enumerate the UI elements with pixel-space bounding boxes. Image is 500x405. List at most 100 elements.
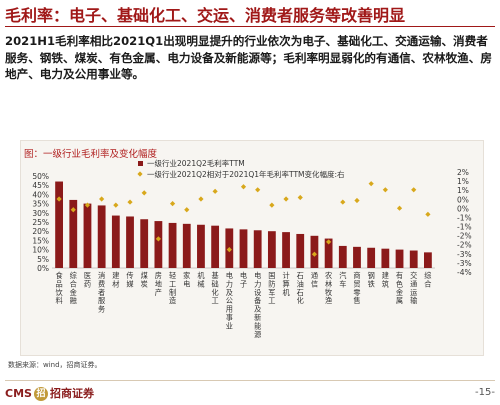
change-marker (368, 181, 374, 187)
y-right-tick-label: 0% (457, 204, 469, 213)
y-left-tick-label: 30% (32, 209, 49, 218)
y-right-tick-label: 1% (457, 186, 469, 195)
bar (267, 231, 276, 268)
change-marker (269, 202, 275, 208)
chart-title: 图：一级行业毛利率及变化幅度 (24, 149, 158, 160)
y-left-tick-label: 40% (32, 190, 49, 199)
category-label: 食品饮料 (55, 271, 63, 305)
change-marker (354, 197, 360, 204)
change-marker (127, 199, 133, 205)
bar (111, 215, 120, 268)
chart-panel (20, 140, 484, 356)
y-right-tick-label: -1% (457, 223, 472, 232)
category-label: 石油石化 (297, 271, 304, 305)
page-footer: CMS 招招商证券 -15- (5, 380, 495, 403)
y-right-tick-label: -3% (457, 259, 472, 268)
bar (353, 246, 361, 268)
y-left-tick-label: 20% (32, 227, 49, 236)
change-marker (411, 187, 417, 193)
bar (367, 247, 376, 268)
page-number: -15- (475, 387, 495, 398)
bar (239, 229, 248, 268)
bar (83, 203, 92, 268)
bar (197, 224, 205, 268)
change-marker (113, 202, 119, 208)
change-marker (255, 187, 261, 193)
change-marker (396, 205, 403, 211)
category-label: 综合 (424, 271, 431, 288)
category-label: 电子 (240, 271, 247, 288)
change-marker (198, 196, 204, 202)
bar-chart: 50%45%40%35%30%25%20%15%10%5%0%2%1%1%0%0… (32, 158, 472, 339)
bar (168, 222, 177, 268)
category-label: 机械 (197, 271, 205, 288)
change-marker (155, 236, 161, 242)
y-left-tick-label: 50% (32, 172, 49, 181)
category-label: 钢铁 (368, 271, 375, 288)
bar (324, 238, 333, 268)
y-right-tick-label: -2% (457, 241, 472, 250)
footer-divider (5, 380, 495, 381)
change-marker (141, 190, 147, 196)
y-left-tick-label: 45% (32, 181, 49, 190)
page-title: 毛利率：电子、基础化工、交运、消费者服务等改善明显 (5, 6, 406, 25)
title-divider (5, 26, 495, 27)
category-label: 家电 (183, 271, 190, 288)
bar (409, 250, 418, 268)
y-left-tick-label: 25% (32, 218, 49, 227)
company-logo: CMS 招招商证券 (5, 385, 94, 401)
category-label: 建筑 (382, 271, 389, 288)
y-left-tick-label: 15% (32, 236, 49, 245)
category-label: 国防军工 (268, 271, 275, 305)
category-label: 交通运输 (410, 271, 417, 305)
change-marker (326, 239, 332, 245)
logo-badge-icon: 招 (33, 387, 48, 401)
change-marker (70, 207, 76, 213)
category-label: 电力及公用事业 (226, 271, 233, 330)
change-marker (340, 199, 346, 205)
bar (282, 232, 290, 268)
change-marker (99, 196, 105, 202)
category-label: 农林牧渔 (325, 271, 332, 305)
change-marker (169, 201, 176, 207)
bar (182, 223, 191, 268)
legend-swatch-bar (138, 161, 143, 166)
category-label: 基础化工 (212, 271, 219, 305)
change-marker (425, 211, 431, 217)
bar (253, 230, 262, 268)
bar (211, 225, 220, 268)
y-right-tick-label: 1% (457, 177, 469, 186)
y-left-tick-label: 5% (37, 255, 49, 264)
category-label: 传媒 (126, 271, 133, 288)
change-marker (283, 196, 289, 202)
category-label: 商贸零售 (353, 271, 360, 305)
category-label: 通信 (311, 271, 318, 288)
change-marker (382, 187, 388, 193)
change-marker (212, 188, 218, 194)
category-label: 有色金属 (396, 271, 403, 305)
change-marker (184, 207, 190, 213)
bar (55, 181, 63, 268)
bar (381, 248, 390, 268)
y-right-tick-label: -1% (457, 213, 472, 222)
change-marker (226, 247, 232, 253)
category-label: 汽车 (339, 271, 346, 288)
legend-label-bar: 一级行业2021Q2毛利率TTM (147, 158, 245, 168)
bar (395, 249, 404, 268)
y-right-tick-label: 2% (457, 168, 469, 177)
y-right-tick-label: 0% (457, 195, 469, 204)
y-right-tick-label: -2% (457, 232, 472, 241)
category-label: 煤炭 (141, 271, 148, 288)
bar (69, 199, 78, 268)
change-marker (240, 184, 247, 190)
category-label: 轻工制造 (169, 271, 176, 305)
category-label: 电力设备及新能源 (254, 271, 261, 339)
bar (338, 245, 347, 268)
bar (154, 221, 163, 268)
y-right-tick-label: -3% (457, 250, 472, 259)
change-marker (297, 194, 303, 201)
change-marker (311, 251, 318, 257)
category-label: 消费者服务 (98, 271, 105, 314)
legend-label-marker: 一级行业2021Q2相对于2021Q1年毛利率TTM变化幅度:右 (147, 169, 345, 179)
data-source-note: 数据来源：wind，招商证券。 (8, 361, 102, 369)
